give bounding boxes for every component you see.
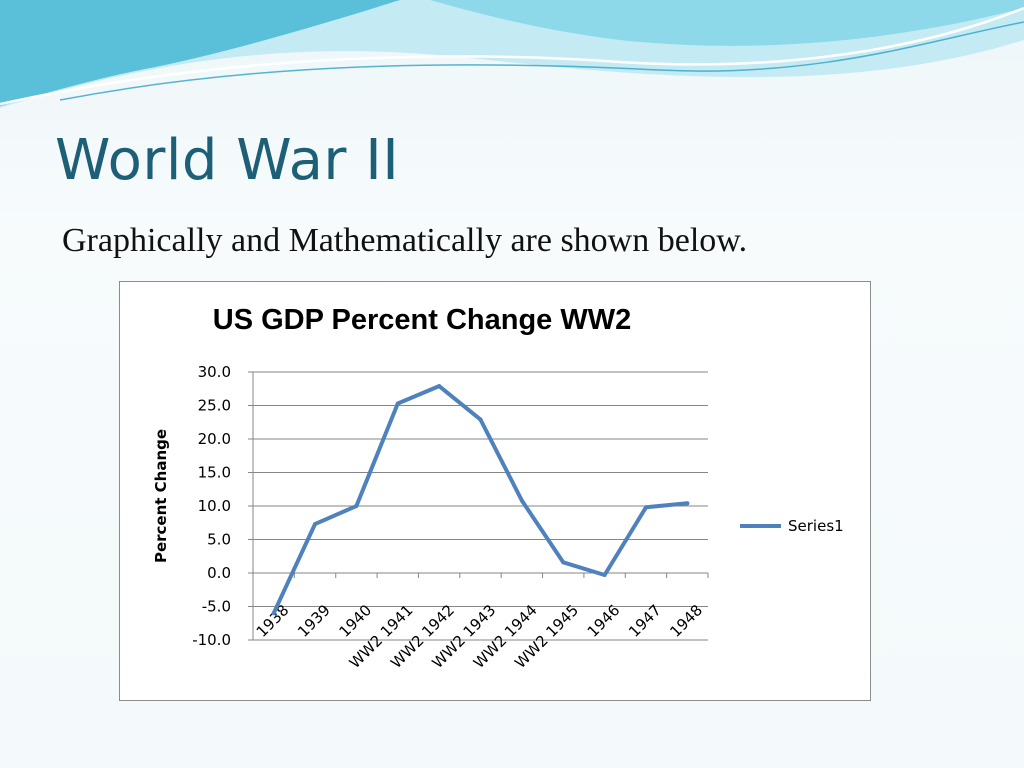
- data-point: [354, 504, 359, 508]
- y-tick-label: 30.0: [198, 363, 231, 381]
- data-point: [271, 611, 276, 616]
- x-tick-label: 1939: [294, 601, 334, 641]
- data-point: [561, 560, 566, 565]
- data-point: [395, 401, 400, 406]
- y-tick-label: 20.0: [198, 430, 231, 448]
- chart-title: US GDP Percent Change WW2: [213, 304, 631, 336]
- y-tick-label: 0.0: [207, 564, 231, 582]
- data-point: [685, 501, 690, 506]
- data-point: [602, 573, 607, 578]
- y-tick-label: 10.0: [198, 497, 231, 515]
- y-tick-label: 25.0: [198, 397, 231, 415]
- y-tick-label: 5.0: [207, 531, 231, 549]
- wave-blue-line: [59, 21, 1024, 101]
- axes: [248, 371, 709, 641]
- wave-teal-swoosh: [430, 0, 1024, 46]
- x-tick-label: 1947: [625, 601, 665, 641]
- x-tick-label: 1938: [253, 601, 293, 641]
- x-tick-label: 1946: [584, 601, 624, 641]
- gridlines: [253, 371, 708, 641]
- data-point: [478, 417, 483, 422]
- y-tick-label: 15.0: [198, 464, 231, 482]
- line-chart: US GDP Percent Change WW2 Percent Change…: [152, 304, 844, 672]
- y-tick-label: -10.0: [192, 631, 231, 649]
- data-point: [643, 505, 648, 510]
- y-tick-label: -5.0: [202, 598, 231, 616]
- chart-frame: US GDP Percent Change WW2 Percent Change…: [119, 281, 871, 701]
- slide-title: World War II: [55, 128, 400, 193]
- slide-subtitle: Graphically and Mathematically are shown…: [62, 222, 748, 259]
- wave-dark-band: [0, 0, 400, 106]
- legend: Series1: [740, 517, 844, 535]
- series-lines: [271, 384, 690, 616]
- data-point: [313, 522, 318, 527]
- decorative-wave-banner: [0, 0, 1024, 108]
- y-tick-labels: 30.0 25.0 20.0 15.0 10.0 5.0 0.0 -5.0 -10.0: [192, 363, 231, 649]
- data-point: [437, 384, 442, 389]
- y-axis-label: Percent Change: [152, 429, 170, 563]
- legend-label: Series1: [788, 517, 844, 535]
- x-tick-label: 1948: [666, 601, 706, 641]
- data-point: [519, 498, 524, 503]
- wave-white-line: [0, 6, 1024, 106]
